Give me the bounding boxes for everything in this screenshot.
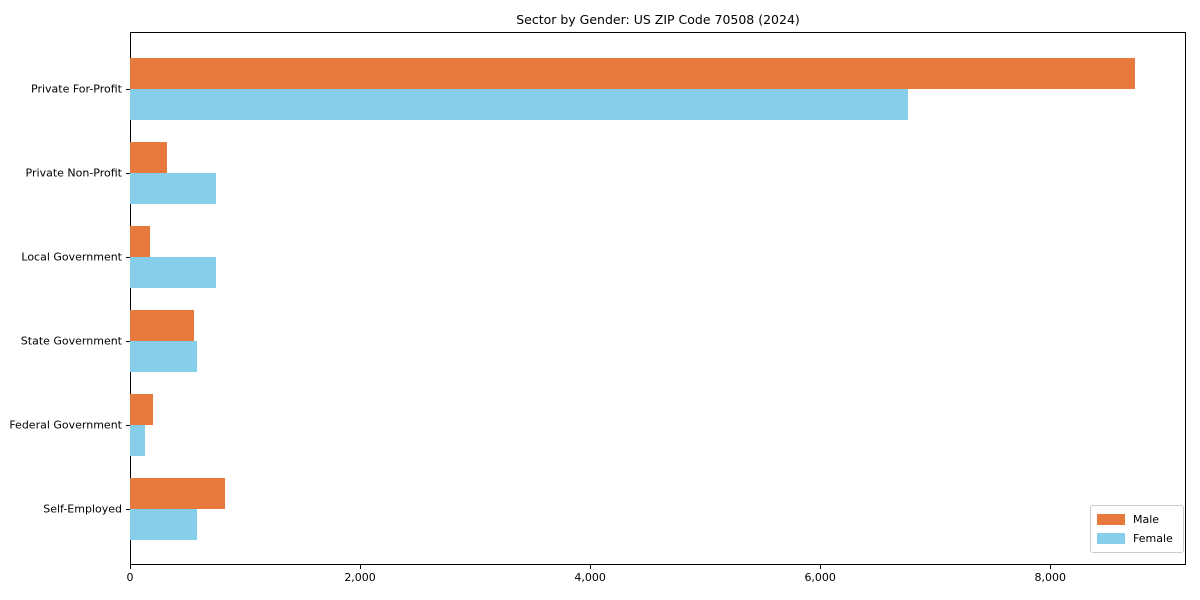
x-tick-mark	[1050, 565, 1052, 569]
category-label: Private For-Profit	[31, 82, 122, 96]
legend-swatch-male	[1097, 514, 1125, 526]
y-tick-mark	[126, 173, 130, 174]
x-tick-mark	[130, 565, 131, 569]
x-tick-label: 6,000	[804, 571, 836, 584]
legend-item-female: Female	[1097, 532, 1177, 545]
bar-female-1	[130, 173, 216, 204]
bar-female-5	[130, 509, 197, 540]
y-tick-mark	[126, 89, 130, 90]
legend-label: Female	[1133, 531, 1173, 545]
x-tick-mark	[360, 565, 362, 569]
x-tick-label: 4,000	[574, 571, 606, 584]
bar-female-3	[130, 341, 197, 372]
bar-male-0	[130, 58, 1135, 89]
x-tick-mark	[820, 565, 822, 569]
x-tick-label: 2,000	[344, 571, 376, 584]
bar-female-0	[130, 89, 908, 120]
category-label: State Government	[20, 334, 122, 348]
category-label: Self-Employed	[43, 502, 122, 516]
bar-male-4	[130, 394, 153, 425]
category-label: Federal Government	[9, 418, 122, 432]
category-label: Local Government	[21, 250, 122, 264]
legend: Male Female	[1090, 505, 1184, 553]
bar-male-2	[130, 226, 150, 257]
plot-area	[130, 32, 1186, 565]
legend-swatch-female	[1097, 532, 1125, 544]
bar-male-3	[130, 310, 194, 341]
category-label: Private Non-Profit	[25, 166, 122, 180]
y-tick-mark	[126, 257, 130, 258]
y-tick-mark	[126, 341, 130, 342]
legend-label: Male	[1133, 513, 1160, 527]
bar-male-1	[130, 142, 167, 173]
legend-item-male: Male	[1097, 513, 1177, 526]
y-tick-mark	[126, 509, 130, 510]
x-tick-label: 8,000	[1034, 571, 1067, 584]
bar-female-2	[130, 257, 216, 288]
y-tick-mark	[126, 425, 130, 426]
x-tick-label: 0	[126, 571, 134, 584]
bar-female-4	[130, 425, 145, 456]
x-tick-mark	[590, 565, 592, 569]
bar-male-5	[130, 478, 225, 509]
chart-title: Sector by Gender: US ZIP Code 70508 (202…	[516, 12, 800, 27]
